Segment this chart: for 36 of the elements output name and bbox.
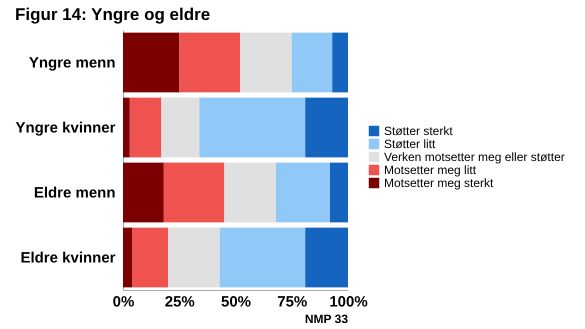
bar [220, 228, 306, 288]
bar [240, 32, 292, 92]
legend-label: Verken motsetter meg eller støtter [384, 150, 565, 164]
bar [123, 98, 130, 158]
bar [164, 162, 224, 222]
x-tick-label: 100% [329, 294, 368, 310]
x-tick-label: 50% [220, 294, 252, 310]
x-tick-label: 25% [164, 294, 195, 310]
y-tick-label: Eldre menn [34, 184, 116, 202]
bar [305, 98, 348, 158]
y-tick-label: Yngre kvinner [15, 120, 116, 136]
x-tick-label: 0% [112, 294, 134, 310]
bar [179, 32, 240, 92]
x-tick-label: 75% [277, 294, 308, 310]
bar [276, 162, 330, 222]
bar [330, 162, 348, 222]
bar [132, 228, 168, 288]
legend-label: Støtter litt [384, 137, 436, 151]
bar [292, 32, 332, 92]
chart-title: Figur 14: Yngre og eldre [14, 5, 210, 24]
y-tick-label: Yngre menn [28, 54, 116, 72]
bar [130, 98, 162, 158]
bar [123, 32, 180, 92]
bar [123, 162, 164, 222]
legend-label: Motsetter meg sterkt [384, 176, 494, 190]
bar [161, 98, 200, 158]
bar [123, 228, 132, 288]
y-tick-label: Eldre kvinner [20, 250, 116, 266]
legend-label: Støtter sterkt [384, 124, 454, 138]
bar [332, 32, 348, 92]
bar [305, 228, 348, 288]
text: NMP 33 [304, 312, 348, 326]
bar [200, 98, 306, 158]
bar [168, 228, 220, 288]
bar [224, 162, 276, 222]
legend-label: Motsetter meg litt [384, 163, 477, 177]
